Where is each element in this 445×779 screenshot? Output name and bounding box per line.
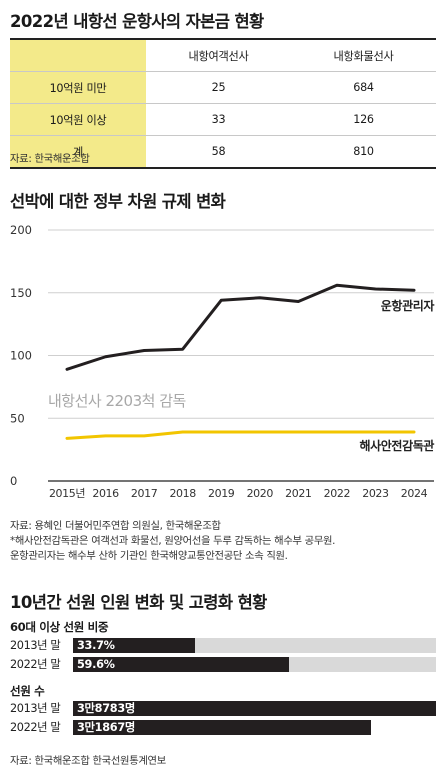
cell-cargo: 684 xyxy=(291,71,436,104)
chart-footnote-2: 운항관리자는 해수부 산하 기관인 한국해양교통안전공단 소속 직원. xyxy=(10,550,288,562)
chart-source-note: 자료: 용혜인 더불어민주연합 의원실, 한국해운조합 xyxy=(10,520,221,532)
y-tick-label: 150 xyxy=(10,286,32,300)
table-title: 2022년 내항선 운항사의 자본금 현황 xyxy=(10,12,264,31)
bar-track: 33.7% xyxy=(73,638,436,653)
cell-cargo: 126 xyxy=(291,103,436,136)
bar-track: 3만8783명 xyxy=(73,701,436,716)
group-heading-age: 60대 이상 선원 비중 xyxy=(10,620,109,634)
data-point xyxy=(65,437,69,440)
table-row: 계 58 810 xyxy=(10,135,436,169)
x-tick-label: 2020 xyxy=(247,487,274,500)
col-header-cargo: 내항화물선사 xyxy=(291,38,436,72)
data-point xyxy=(104,355,107,358)
y-tick-label: 50 xyxy=(10,411,25,425)
y-tick-label: 100 xyxy=(10,349,32,363)
x-tick-label: 2017 xyxy=(131,487,158,500)
bars-source: 자료: 한국해운조합 한국선원통계연보 xyxy=(10,755,166,767)
x-tick-label: 2015년 xyxy=(49,487,85,500)
x-tick-label: 2022 xyxy=(324,487,350,500)
data-point xyxy=(374,287,377,291)
data-point xyxy=(297,430,300,434)
y-tick-label: 200 xyxy=(10,223,32,237)
data-point xyxy=(65,368,69,371)
bar-value: 3만8783명 xyxy=(77,702,135,715)
data-point xyxy=(335,284,339,287)
chart-annotation: 내항선사 2203척 감독 xyxy=(48,392,186,410)
data-point xyxy=(412,289,416,292)
bar-value: 3만1867명 xyxy=(77,721,135,734)
table-source: 자료: 한국해운조합 xyxy=(10,153,90,165)
data-point xyxy=(181,348,184,351)
table-header-row: 내항여객선사 내항화물선사 xyxy=(10,38,436,72)
series-line xyxy=(65,283,416,371)
data-point xyxy=(335,430,339,434)
bar-track: 3만1867명 xyxy=(73,720,436,735)
data-point xyxy=(297,300,300,303)
cell-cargo: 810 xyxy=(291,135,436,169)
series-label: 해사안전감독관 xyxy=(360,438,435,453)
x-tick-label: 2019 xyxy=(208,487,235,500)
bar-label: 2022년 말 xyxy=(10,658,61,671)
data-point xyxy=(142,349,146,352)
x-tick-label: 2024 xyxy=(401,487,428,500)
bar-fill xyxy=(73,638,196,653)
cell-passenger: 58 xyxy=(146,135,291,169)
series-line xyxy=(65,430,416,440)
row-label: 10억원 미만 xyxy=(10,71,146,104)
regulation-line-chart: 0 50 100 150 200 2015년 2016 2017 2018 2019 2020 20… xyxy=(10,223,435,500)
data-point xyxy=(220,430,223,434)
table-row: 10억원 이상 33 126 xyxy=(10,103,436,136)
data-point xyxy=(374,430,377,434)
chart-title: 선박에 대한 정부 차원 규제 변화 xyxy=(10,192,226,211)
table-corner-cell xyxy=(10,38,146,72)
bars-title: 10년간 선원 인원 변화 및 고령화 현황 xyxy=(10,593,267,612)
table-row: 10억원 미만 25 684 xyxy=(10,71,436,104)
col-header-passenger: 내항여객선사 xyxy=(146,38,291,72)
bar-fill xyxy=(73,720,372,735)
data-point xyxy=(412,430,416,434)
bar-track: 59.6% xyxy=(73,657,436,672)
x-tick-label: 2016 xyxy=(92,487,119,500)
bar-label: 2013년 말 xyxy=(10,639,61,652)
series-label: 운항관리자 xyxy=(381,298,435,313)
y-tick-label: 0 xyxy=(10,474,17,488)
bar-label: 2013년 말 xyxy=(10,702,61,715)
data-point xyxy=(104,434,107,438)
bar-value: 59.6% xyxy=(77,658,115,671)
bar-label: 2022년 말 xyxy=(10,721,61,734)
data-point xyxy=(258,296,261,299)
data-point xyxy=(142,434,146,438)
data-point xyxy=(220,299,223,302)
x-tick-label: 2021 xyxy=(285,487,311,500)
x-tick-label: 2023 xyxy=(362,487,389,500)
cell-passenger: 33 xyxy=(146,103,291,136)
bar-fill xyxy=(73,701,436,716)
chart-footnote-1: *해사안전감독관은 여객선과 화물선, 원양어선을 두루 감독하는 해수부 공무… xyxy=(10,535,336,547)
data-point xyxy=(258,430,261,434)
data-point xyxy=(181,430,184,434)
group-heading-count: 선원 수 xyxy=(10,684,45,698)
bar-fill xyxy=(73,657,290,672)
cell-passenger: 25 xyxy=(146,71,291,104)
row-label: 10억원 이상 xyxy=(10,103,146,136)
x-tick-label: 2018 xyxy=(169,487,196,500)
row-label: 계 xyxy=(10,135,146,169)
capital-table: 내항여객선사 내항화물선사 10억원 미만 25 684 10억원 이상 33 … xyxy=(10,38,436,169)
bar-value: 33.7% xyxy=(77,639,115,652)
